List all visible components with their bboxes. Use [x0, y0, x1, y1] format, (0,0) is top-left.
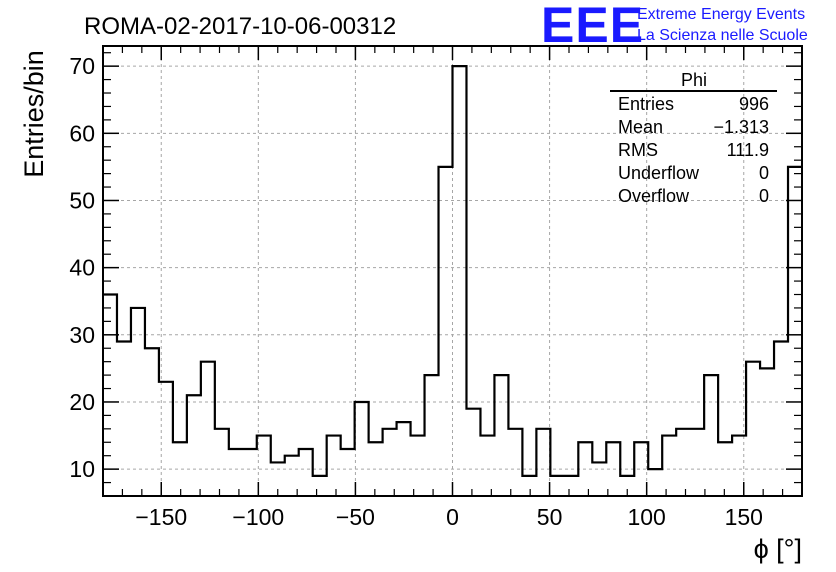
histogram-bin [187, 395, 201, 496]
y-tick-label: 40 [69, 255, 95, 281]
y-tick-label: 60 [69, 120, 95, 146]
histogram-bin [299, 449, 313, 496]
histogram-bin [369, 442, 383, 496]
histogram-bin [425, 375, 439, 496]
eee-logo-text: EEE [541, 0, 644, 53]
stats-rms-value: 111.9 [727, 140, 769, 160]
histogram-bin [494, 375, 508, 496]
histogram-bin [774, 342, 788, 496]
stats-overflow-label: Overflow [618, 186, 690, 206]
histogram-bin [564, 476, 578, 496]
histogram-bin [229, 449, 243, 496]
run-title: ROMA-02-2017-10-06-00312 [84, 13, 396, 40]
x-tick-label: −50 [336, 504, 375, 530]
histogram-bin [522, 476, 536, 496]
histogram-bin [550, 476, 564, 496]
histogram-bin [606, 442, 620, 496]
histogram-bin [536, 429, 550, 496]
histogram-bin [466, 409, 480, 496]
y-tick-label: 20 [69, 389, 95, 415]
histogram-bin [508, 429, 522, 496]
y-tick-label: 70 [69, 53, 95, 79]
histogram-bin [718, 442, 732, 496]
y-axis-label: Entries/bin [19, 50, 49, 178]
x-tick-label: −150 [135, 504, 187, 530]
histogram-outline [103, 65, 802, 477]
histogram-bin [173, 442, 187, 496]
histogram-bin [397, 422, 411, 496]
histogram-bin [578, 442, 592, 496]
histogram-bin [592, 462, 606, 496]
x-tick-label: 150 [725, 504, 763, 530]
histogram-bin [201, 362, 215, 496]
histogram-bin [411, 436, 425, 496]
y-tick-label: 50 [69, 187, 95, 213]
eee-logo-line1: Extreme Energy Events [637, 6, 805, 23]
x-tick-label: 0 [446, 504, 459, 530]
eee-logo: EEE Extreme Energy Events La Scienza nel… [541, 0, 808, 53]
histogram-bin [131, 308, 145, 496]
axis-ticks: −150 −100 −50 0 50 100 150 10 20 30 40 50 60 70 [69, 46, 803, 530]
stats-entries-value: 996 [739, 94, 769, 114]
y-tick-label: 10 [69, 456, 95, 482]
histogram-bin [383, 429, 397, 496]
histogram-bin [215, 429, 229, 496]
x-tick-label: 100 [627, 504, 665, 530]
eee-logo-line2: La Scienza nelle Scuole [637, 27, 808, 44]
histogram-bin [341, 449, 355, 496]
stats-rms-label: RMS [618, 140, 658, 160]
histogram-bin [439, 167, 453, 496]
x-axis-label: ϕ [°] [754, 534, 802, 564]
y-tick-label: 30 [69, 322, 95, 348]
stats-box: Phi Entries 996 Mean −1.313 RMS 111.9 Un… [610, 70, 777, 206]
x-tick-label: 50 [537, 504, 563, 530]
histogram-bin [145, 348, 159, 496]
histogram-bin [103, 295, 117, 496]
histogram-bin [355, 402, 369, 496]
histogram-bin [327, 436, 341, 496]
histogram-bin [704, 375, 718, 496]
x-tick-label: −100 [232, 504, 284, 530]
histogram-bin [662, 436, 676, 496]
histogram-bin [313, 476, 327, 496]
histogram-bin [676, 429, 690, 496]
histogram-bin [159, 382, 173, 496]
histogram-bin [648, 469, 662, 496]
histogram-bin [453, 66, 467, 496]
histogram-bin [117, 342, 131, 496]
stats-mean-label: Mean [618, 117, 663, 137]
histogram-bin [760, 368, 774, 496]
stats-underflow-label: Underflow [618, 163, 700, 183]
histogram-bins [103, 66, 802, 496]
histogram-bin [746, 362, 760, 496]
histogram-bin [788, 167, 802, 496]
stats-title: Phi [681, 70, 707, 90]
histogram-bin [243, 449, 257, 496]
histogram-bin [480, 436, 494, 496]
histogram-bin [690, 429, 704, 496]
stats-underflow-value: 0 [759, 163, 769, 183]
stats-mean-value: −1.313 [713, 117, 769, 137]
stats-overflow-value: 0 [759, 186, 769, 206]
stats-entries-label: Entries [618, 94, 674, 114]
